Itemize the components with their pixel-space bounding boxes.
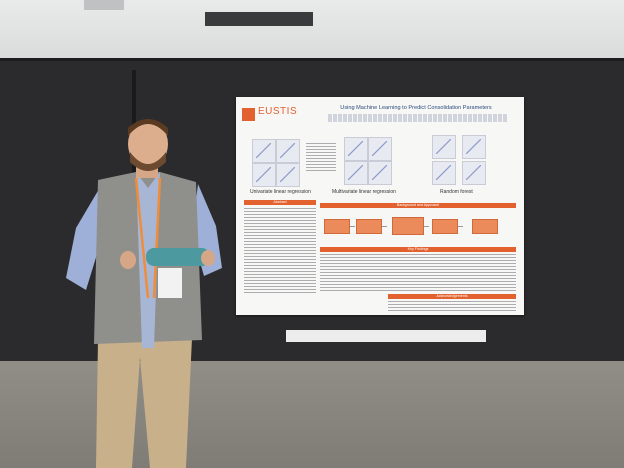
poster-logo: EUSTIS (242, 106, 302, 122)
scatter-plot (432, 135, 456, 159)
arrow-icon (424, 226, 429, 227)
scatter-plot (252, 163, 276, 187)
hand (120, 251, 136, 269)
arrow-icon (382, 226, 387, 227)
scatter-plot (462, 161, 486, 185)
ceiling-light (84, 0, 124, 10)
khaki-pants (96, 338, 192, 468)
scatter-plot (252, 139, 276, 163)
scatter-plot (344, 161, 368, 185)
process-box (324, 219, 350, 234)
beard (130, 152, 166, 171)
scatter-plot (344, 137, 368, 161)
process-box (392, 217, 424, 235)
name-badge (158, 268, 182, 298)
plot-notes (306, 143, 336, 173)
section-header-acknowledgements: Acknowledgements (388, 294, 516, 299)
scatter-plot (368, 161, 392, 185)
ceiling-vent (205, 12, 313, 26)
scatter-plot (276, 163, 300, 187)
scatter-plot (368, 137, 392, 161)
arrow-icon (458, 226, 463, 227)
plot-caption: Univariate linear regression (250, 189, 311, 195)
section-header-abstract: Abstract (244, 200, 316, 205)
process-box (356, 219, 382, 234)
left-sleeve (66, 184, 102, 290)
hand (201, 250, 215, 266)
poster-authors (328, 114, 508, 122)
arrow-icon (350, 226, 355, 227)
abstract-text (244, 208, 316, 293)
lanyard (134, 177, 162, 299)
board-sign (286, 330, 486, 342)
process-box (472, 219, 498, 234)
findings-text (320, 254, 516, 292)
poster-title: Using Machine Learning to Predict Consol… (340, 105, 492, 111)
plot-caption: Multivariate linear regression (332, 189, 396, 195)
process-box (432, 219, 458, 234)
section-header-background: Background and Approach (320, 203, 516, 208)
hair (128, 119, 168, 136)
water-bottle (146, 248, 210, 266)
logo-text: EUSTIS (258, 106, 298, 117)
scatter-plot (276, 139, 300, 163)
section-header-findings: Key Findings (320, 247, 516, 252)
acknowledgements-text (388, 301, 516, 311)
plot-caption: Random forest (440, 189, 473, 195)
presenter-person (66, 119, 222, 468)
head (128, 120, 168, 168)
scatter-plot (432, 161, 456, 185)
research-poster: EUSTIS Using Machine Learning to Predict… (236, 97, 524, 315)
logo-mark-icon (242, 108, 255, 121)
scatter-plot (462, 135, 486, 159)
